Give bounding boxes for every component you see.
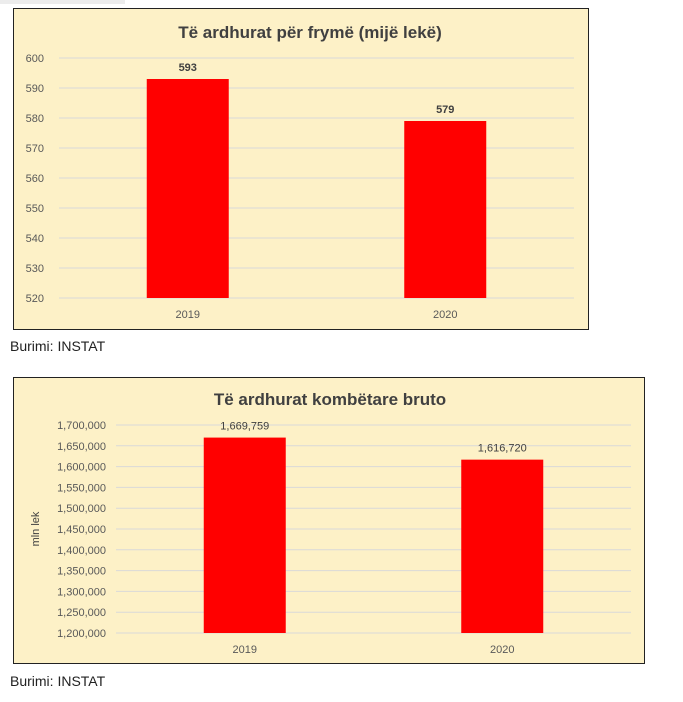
y-tick-label: 1,400,000 [57,545,106,557]
y-tick-label: 1,700,000 [57,420,106,432]
y-tick-label: 600 [26,53,44,65]
chart-title: Të ardhurat kombëtare bruto [214,390,446,409]
y-tick-label: 1,350,000 [57,566,106,578]
data-label: 579 [436,104,454,116]
y-tick-label: 1,300,000 [57,586,106,598]
y-tick-label: 530 [26,263,44,275]
data-label: 1,669,759 [220,421,269,433]
chart-gross-national-income: Të ardhurat kombëtare bruto 1,200,000 1,25… [13,377,645,664]
y-tick-label: 1,200,000 [57,628,106,640]
y-tick-label: 1,600,000 [57,462,106,474]
x-tick-label: 2019 [233,644,257,656]
x-tick-label: 2019 [176,309,200,321]
y-tick-label: 540 [26,233,44,245]
y-tick-label: 590 [26,83,44,95]
data-label: 1,616,720 [478,443,527,455]
x-tick-label: 2020 [433,309,457,321]
chart-gross-national-income-svg: Të ardhurat kombëtare bruto 1,200,000 1,25… [30,390,631,656]
chart-title: Të ardhurat për frymë (mijë lekë) [178,23,442,42]
bar-2019 [203,437,286,633]
y-tick-label: 1,250,000 [57,607,106,619]
y-tick-label: 520 [26,293,44,305]
x-tick-label: 2020 [490,644,514,656]
bar-2020 [461,459,544,633]
bar-2019 [146,79,229,298]
source-note: Burimi: INSTAT [10,338,106,354]
y-tick-label: 570 [26,143,44,155]
y-tick-label: 550 [26,203,44,215]
chart-income-per-capita-svg: Të ardhurat për frymë (mijë lekë) 520 530 5… [26,23,574,321]
y-tick-label: 1,650,000 [57,441,106,453]
y-tick-label: 560 [26,173,44,185]
y-tick-label: 1,500,000 [57,503,106,515]
chart-income-per-capita: Të ardhurat për frymë (mijë lekë) 520 530 5… [13,8,589,330]
y-tick-label: 1,450,000 [57,524,106,536]
y-tick-label: 580 [26,113,44,125]
y-axis-label: mln lek [30,511,42,546]
y-tick-label: 1,550,000 [57,482,106,494]
source-note: Burimi: INSTAT [10,673,106,689]
top-strip [0,0,125,4]
bar-2020 [404,121,487,298]
data-label: 593 [179,62,197,74]
